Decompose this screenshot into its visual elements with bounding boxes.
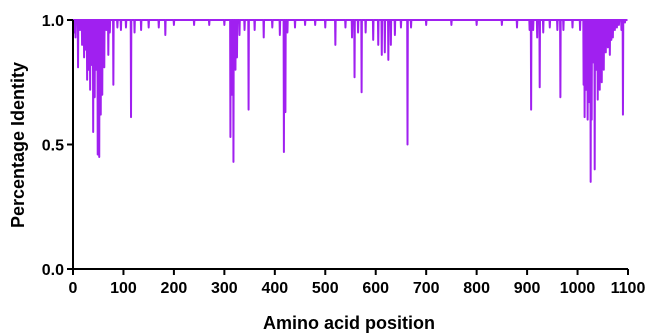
identity-series-line — [72, 19, 628, 183]
x-tick-label: 400 — [261, 280, 288, 297]
y-axis-title: Percentage Identity — [8, 62, 28, 228]
x-tick-label: 1100 — [611, 280, 646, 297]
x-tick-label: 900 — [514, 280, 541, 297]
x-tick-label: 600 — [362, 280, 389, 297]
x-tick-label: 700 — [413, 280, 440, 297]
x-tick-label: 1000 — [560, 280, 596, 297]
x-tick-label: 500 — [312, 280, 339, 297]
y-tick-label: 1.0 — [42, 13, 64, 30]
x-tick-label: 800 — [463, 280, 490, 297]
x-axis-title: Amino acid position — [263, 313, 435, 333]
x-tick-label: 0 — [69, 280, 78, 297]
x-tick-label: 100 — [110, 280, 137, 297]
y-tick-label: 0.0 — [42, 262, 64, 279]
y-tick-label: 0.5 — [42, 138, 64, 155]
plot-area — [72, 19, 628, 183]
x-tick-label: 200 — [161, 280, 188, 297]
x-tick-label: 300 — [211, 280, 238, 297]
axes: 0.0 0.5 1.0 0 100 200 300 400 500 600 700 800 900 100… — [42, 13, 646, 297]
